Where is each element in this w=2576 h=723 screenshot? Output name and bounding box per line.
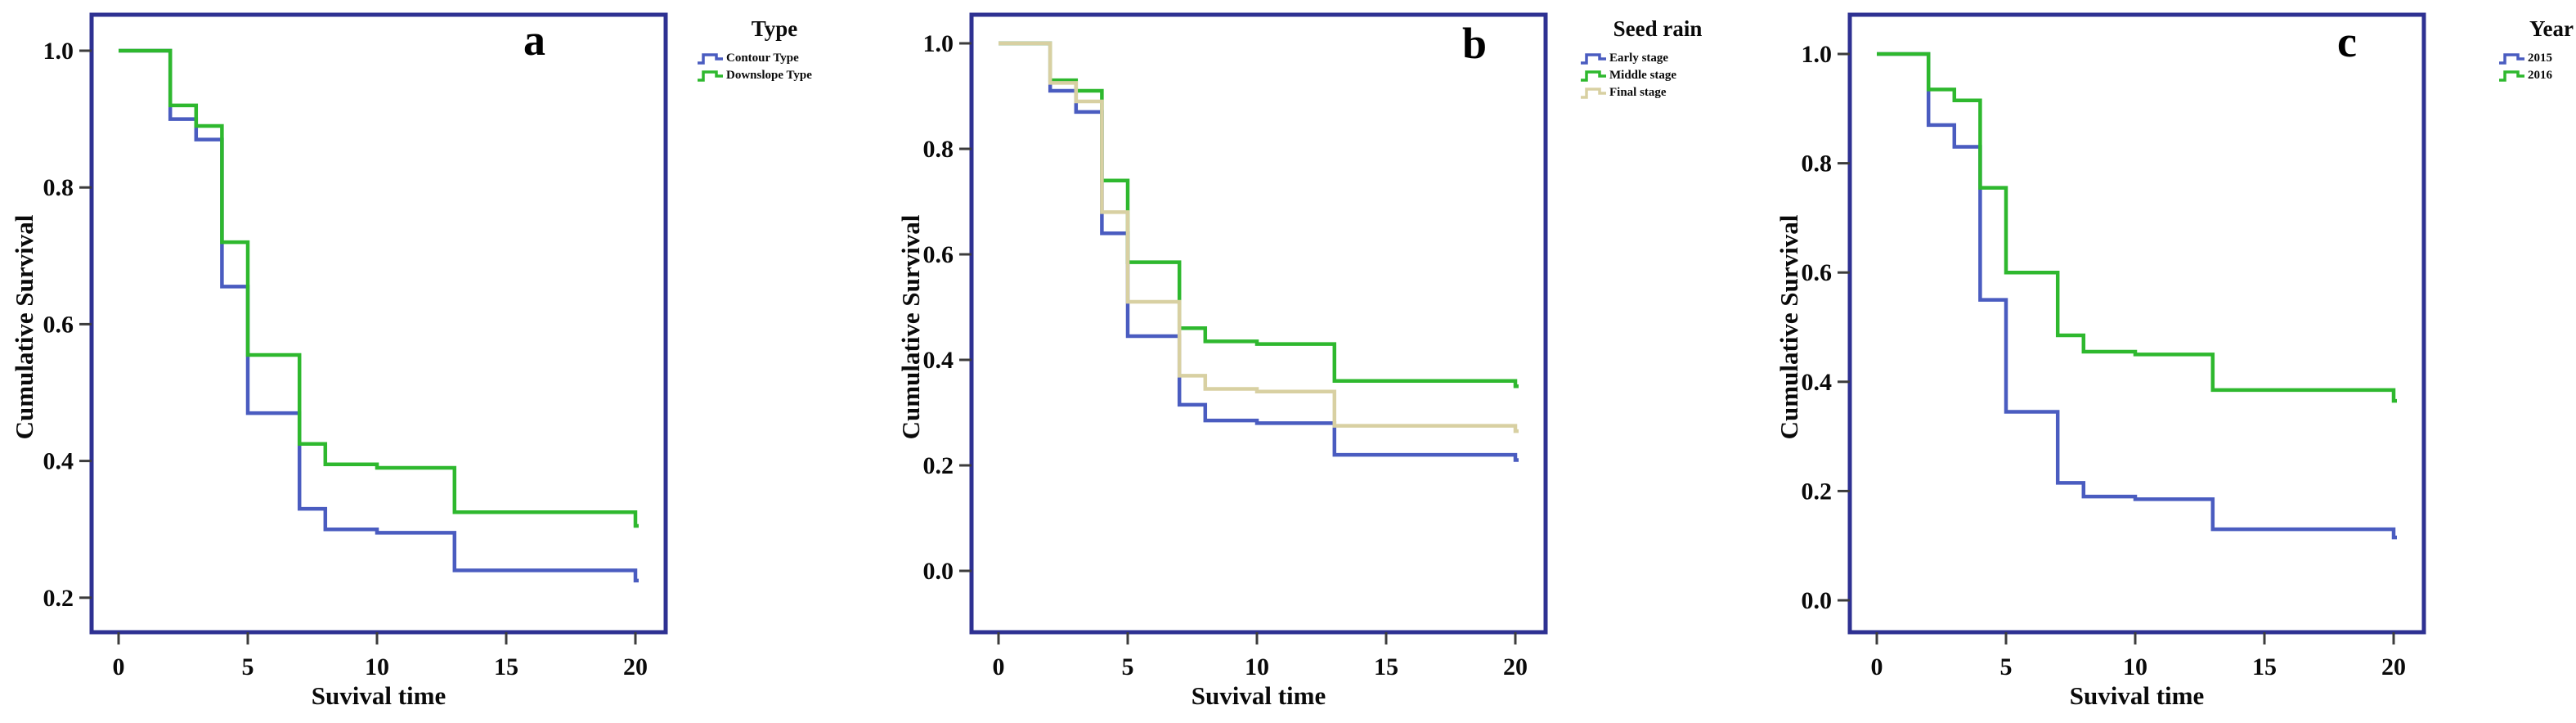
legend: Type Contour Type Downslope Type <box>697 16 852 84</box>
step-line-glyph <box>1581 87 1606 99</box>
survival-curve-2015 <box>1877 52 2397 540</box>
y-tick-label: 0.0 <box>923 558 954 585</box>
step-line-glyph <box>2499 70 2524 82</box>
survival-curve-final-stage <box>999 41 1519 433</box>
x-tick-label: 0 <box>993 653 1005 680</box>
panel-c: 1.0 0.8 0.6 0.4 0.2 0.0 0 5 10 15 20 Cumulative Su… <box>1758 0 2576 723</box>
step-line-icon <box>1581 52 1606 65</box>
panel-letter: b <box>1462 19 1488 68</box>
step-line-icon <box>2499 70 2524 82</box>
legend-item-label: Final stage <box>1609 86 1667 99</box>
step-line-glyph <box>698 70 723 82</box>
y-axis-title: Cumulative Survival <box>896 214 925 440</box>
step-line-glyph <box>1581 52 1606 65</box>
y-tick-label: 0.8 <box>1802 150 1833 177</box>
legend: Year 2015 2016 <box>2498 16 2576 84</box>
x-axis-title: Suvival time <box>2069 681 2205 710</box>
legend-item: Middle stage <box>1580 67 1735 84</box>
legend-title: Year <box>2529 16 2574 41</box>
legend-title: Type <box>751 16 798 41</box>
y-tick-label: 0.2 <box>43 585 74 612</box>
x-tick-label: 15 <box>2252 653 2277 680</box>
legend-item: 2015 <box>2498 50 2576 67</box>
legend-item: Early stage <box>1580 50 1735 67</box>
panel-c-chart: 1.0 0.8 0.6 0.4 0.2 0.0 0 5 10 15 20 <box>1802 12 2426 680</box>
y-tick-label: 0.6 <box>1802 259 1833 286</box>
survival-curve-downslope-type <box>119 48 639 528</box>
step-line-icon <box>1581 87 1606 99</box>
panel-letter: a <box>523 16 545 65</box>
y-tick-label: 0.6 <box>923 241 954 268</box>
x-tick-label: 15 <box>494 653 518 680</box>
legend-item-label: 2015 <box>2528 52 2552 65</box>
legend-item: Downslope Type <box>697 67 852 84</box>
y-tick-label: 0.4 <box>43 448 74 475</box>
y-tick-label: 0.2 <box>1802 478 1833 505</box>
legend-items: Contour Type Downslope Type <box>697 50 852 84</box>
y-axis-title: Cumulative Survival <box>10 214 38 440</box>
y-tick-label: 1.0 <box>43 38 74 65</box>
step-line-icon <box>1581 70 1606 82</box>
legend-item: 2016 <box>2498 67 2576 84</box>
legend-item-label: Early stage <box>1609 52 1669 65</box>
legend-item-label: Downslope Type <box>726 69 812 82</box>
y-tick-label: 0.6 <box>43 311 74 338</box>
x-tick-label: 0 <box>1871 653 1883 680</box>
y-tick-label: 0.2 <box>923 452 954 479</box>
legend-item: Contour Type <box>697 50 852 67</box>
survival-curve-2016 <box>1877 52 2397 403</box>
y-tick-label: 0.0 <box>1802 587 1833 614</box>
x-tick-label: 5 <box>242 653 254 680</box>
x-axis-title: Suvival time <box>311 681 447 710</box>
plot-frame <box>969 12 1548 635</box>
x-tick-label: 10 <box>365 653 389 680</box>
y-tick-label: 0.8 <box>923 136 954 163</box>
x-tick-label: 20 <box>623 653 648 680</box>
x-tick-label: 10 <box>2123 653 2147 680</box>
x-tick-label: 20 <box>1503 653 1528 680</box>
panel-letter: c <box>2337 17 2357 66</box>
panel-a: 1.0 0.8 0.6 0.4 0.2 0 5 10 15 20 Cumulative Survi… <box>0 0 859 723</box>
panel-a-chart: 1.0 0.8 0.6 0.4 0.2 0 5 10 15 20 <box>43 12 668 680</box>
legend-item-label: 2016 <box>2528 69 2552 82</box>
panel-b: 1.0 0.8 0.6 0.4 0.2 0.0 0 5 10 15 20 Cumulative Su… <box>880 0 1739 723</box>
x-tick-label: 5 <box>2000 653 2013 680</box>
legend-items: Early stage Middle stage Final stage <box>1580 50 1735 101</box>
step-line-icon <box>2499 52 2524 65</box>
step-line-glyph <box>2499 52 2524 65</box>
step-line-glyph <box>1581 70 1606 82</box>
plot-frame <box>1847 12 2426 635</box>
x-axis-title: Suvival time <box>1191 681 1326 710</box>
plot-frame <box>89 12 668 635</box>
step-line-icon <box>698 70 723 82</box>
x-tick-label: 5 <box>1122 653 1134 680</box>
y-tick-label: 0.8 <box>43 174 74 201</box>
x-tick-label: 10 <box>1245 653 1269 680</box>
x-tick-label: 20 <box>2381 653 2406 680</box>
y-tick-label: 0.4 <box>1802 369 1833 396</box>
y-axis-title: Cumulative Survival <box>1775 214 1803 440</box>
legend-item-label: Contour Type <box>726 52 799 65</box>
legend-item: Final stage <box>1580 84 1735 101</box>
step-line-glyph <box>698 52 723 65</box>
y-tick-label: 1.0 <box>923 30 954 57</box>
x-tick-label: 0 <box>113 653 125 680</box>
y-tick-label: 0.4 <box>923 347 954 374</box>
y-tick-label: 1.0 <box>1802 41 1833 68</box>
step-line-icon <box>698 52 723 65</box>
legend-item-label: Middle stage <box>1609 69 1677 82</box>
legend-items: 2015 2016 <box>2498 50 2576 84</box>
legend: Seed rain Early stage Middle stage Final s… <box>1580 16 1735 101</box>
panel-b-chart: 1.0 0.8 0.6 0.4 0.2 0.0 0 5 10 15 20 <box>923 12 1548 680</box>
x-tick-label: 15 <box>1374 653 1398 680</box>
legend-title: Seed rain <box>1613 16 1703 41</box>
